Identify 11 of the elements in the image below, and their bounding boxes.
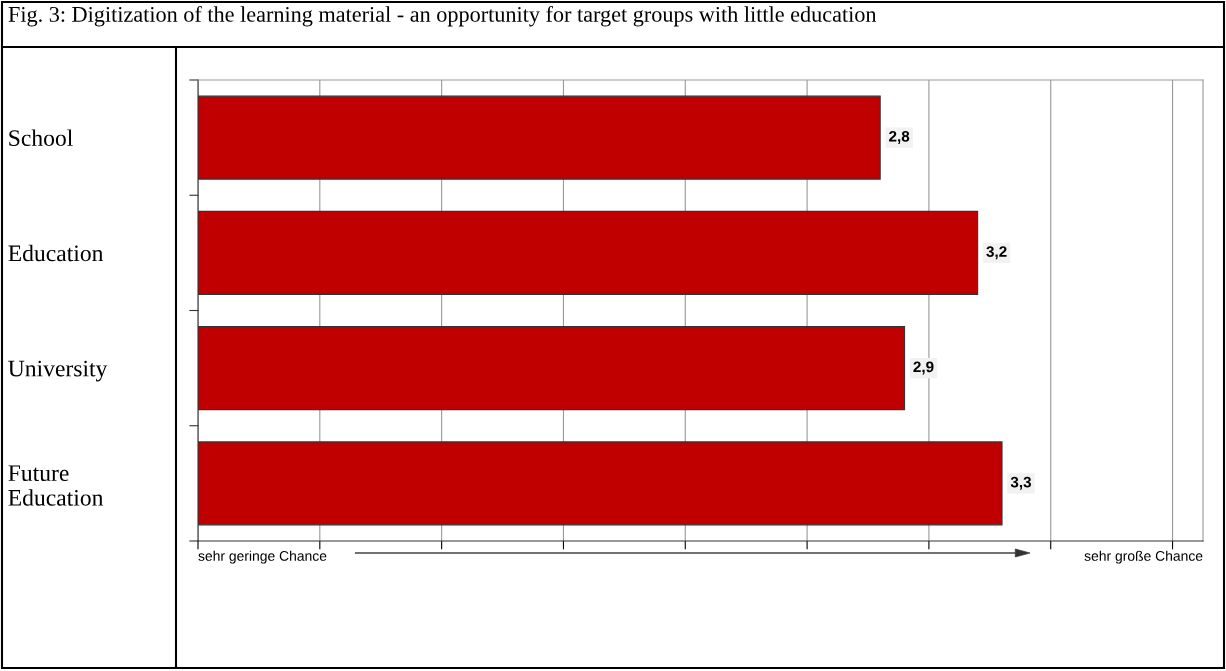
text: sehr große Chance <box>1084 550 1203 564</box>
chart-title: Fig. 3: Digitization of the learning material - an opportunity for target groups with little education <box>8 6 877 27</box>
y-tick-label: University <box>8 360 108 382</box>
text: sehr geringe Chance <box>198 550 327 564</box>
y-tick-label: Future Education <box>8 465 104 506</box>
data-label: 3,3 <box>1010 476 1032 490</box>
data-label: 2,8 <box>889 130 910 144</box>
y-tick-label: School <box>9 129 73 147</box>
y-tick-label: Education <box>8 244 104 262</box>
data-label: 2,9 <box>913 361 934 375</box>
data-label: 3,2 <box>986 246 1007 260</box>
